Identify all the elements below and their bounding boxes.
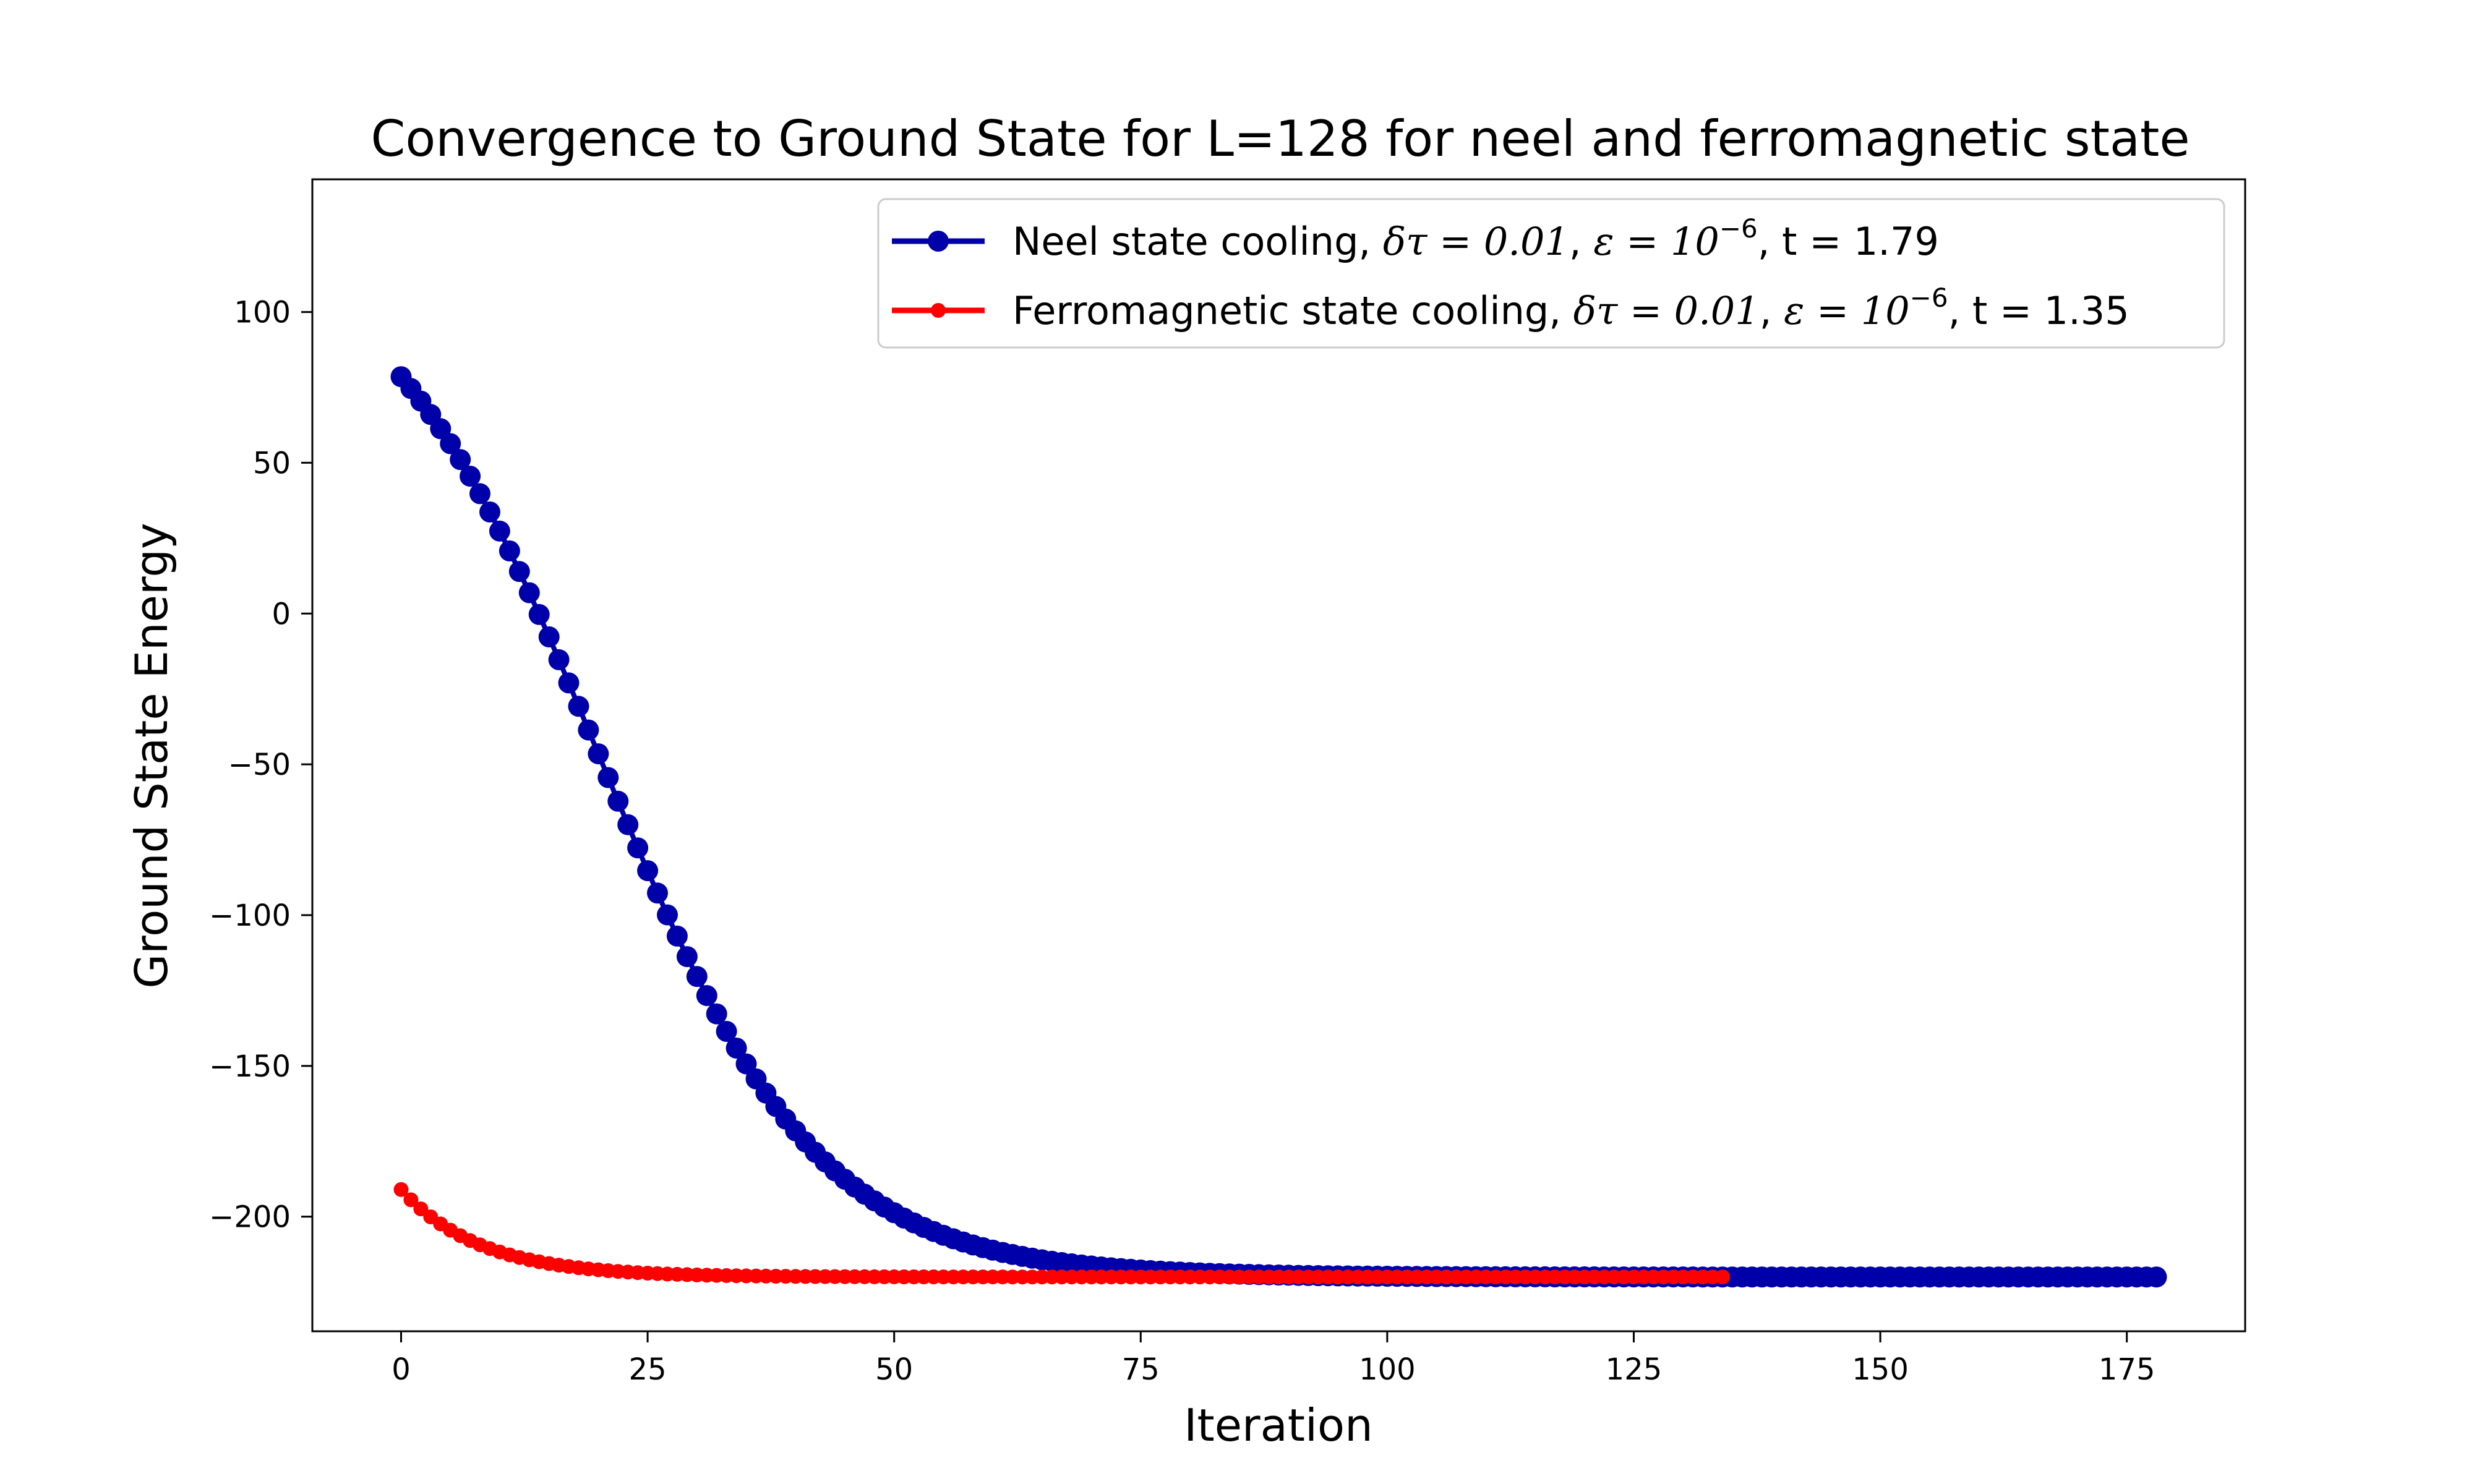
y-axis-label: Ground State Energy [126,522,178,988]
data-point-ferro [413,1201,429,1217]
legend-ferro-exp: −6 [1910,283,1948,313]
series-layer [390,366,2167,1288]
legend-frame [877,198,2225,349]
data-point-neel [726,1038,747,1059]
y-tick-label: −150 [209,1049,291,1084]
data-point-neel [558,672,580,694]
data-point-neel [657,904,678,926]
y-tick-label: −50 [228,748,291,782]
data-point-neel [647,882,668,904]
legend-marker-neel [928,231,949,252]
legend-entry-ferro: Ferromagnetic state cooling, δτ = 0.01 , … [1012,283,2129,333]
data-point-neel [617,814,639,835]
y-tick-label: 100 [234,296,291,330]
data-point-neel [676,946,698,968]
data-point-neel [706,1003,727,1025]
x-tick-label: 100 [1359,1352,1416,1387]
data-point-neel [548,649,570,670]
x-tick-label: 50 [875,1352,913,1387]
data-point-neel [430,418,452,440]
y-tick-label: −200 [209,1200,291,1235]
data-point-ferro [403,1192,419,1208]
data-point-neel [568,696,589,717]
legend-neel-dt: δτ = 0.01 [1383,219,1569,264]
data-point-neel [716,1021,737,1042]
data-point-neel [637,860,659,882]
plot-frame [311,178,2246,1333]
data-point-neel [450,449,471,471]
legend-ferro-dt: δτ = 0.01 [1573,288,1760,333]
x-tick-label: 75 [1122,1352,1160,1387]
data-point-neel [508,561,530,582]
data-point-ferro [1715,1269,1730,1285]
legend-ferro-sep: , [1760,288,1784,333]
data-point-ferro [393,1182,409,1197]
data-point-neel [489,520,510,542]
y-tick-label: 50 [253,446,291,480]
data-point-neel [627,837,649,859]
data-point-neel [479,501,500,522]
data-point-neel [2146,1266,2167,1288]
data-point-neel [686,966,708,987]
series-neel [390,366,2167,1288]
legend-ferro-prefix: Ferromagnetic state cooling, [1012,288,1573,333]
data-point-neel [538,626,560,647]
legend-neel-suffix: , t = 1.79 [1758,219,1939,264]
series-line-neel [399,375,2157,1280]
data-point-neel [499,540,520,561]
x-axis: 0 25 50 75 100 125 150 175 [392,1331,2155,1387]
data-point-neel [528,603,550,625]
data-point-neel [597,767,619,788]
legend-neel-prefix: Neel state cooling, [1012,219,1383,264]
y-tick-label: 0 [272,597,291,631]
legend-neel-exp: −6 [1719,213,1758,244]
data-point-neel [578,719,599,741]
x-axis-label: Iteration [1184,1399,1372,1451]
data-point-neel [440,433,461,454]
legend-marker-ferro [931,303,946,318]
legend: Neel state cooling, δτ = 0.01, ε = 10−6,… [877,198,2225,349]
data-point-neel [696,985,717,1007]
y-axis: 100 50 0 −50 −100 −150 −200 [209,296,312,1235]
data-point-neel [607,790,629,812]
legend-ferro-suffix: , t = 1.35 [1948,288,2129,333]
chart-title: Convergence to Ground State for L=128 fo… [370,110,2189,168]
data-point-neel [518,582,540,603]
legend-neel-sep: , [1569,219,1593,264]
data-point-neel [460,466,481,487]
legend-ferro-eps: ε = 10 [1784,288,1910,333]
data-point-neel [469,483,490,505]
legend-neel-eps: ε = 10 [1593,219,1719,264]
legend-entry-neel: Neel state cooling, δτ = 0.01, ε = 10−6,… [1012,213,1939,264]
data-point-neel [588,743,609,765]
x-tick-label: 125 [1606,1352,1663,1387]
x-tick-label: 175 [2099,1352,2155,1387]
x-tick-label: 150 [1852,1352,1909,1387]
data-point-neel [666,925,688,947]
x-tick-label: 25 [629,1352,667,1387]
y-tick-label: −100 [209,898,291,933]
series-ferro [393,1182,1730,1285]
x-tick-label: 0 [392,1352,411,1387]
data-point-neel [735,1053,757,1075]
